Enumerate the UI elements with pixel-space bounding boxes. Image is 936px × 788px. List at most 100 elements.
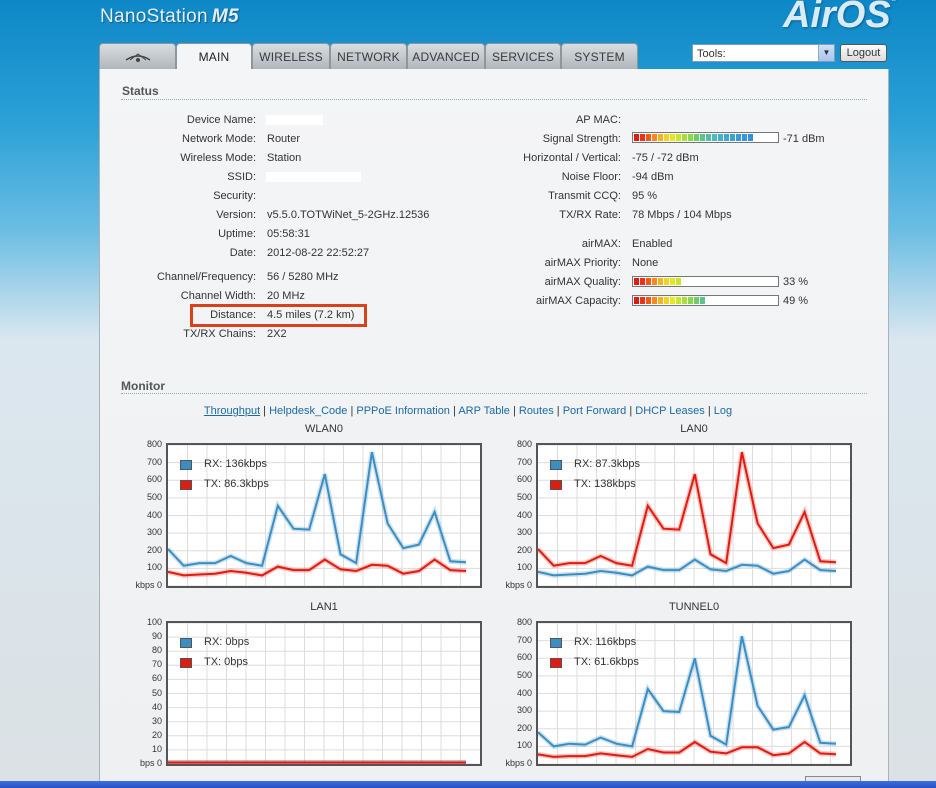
monitor-title: Monitor: [121, 379, 165, 393]
meter-segment: [646, 297, 651, 304]
signal-strength-bar: [632, 132, 779, 143]
tab-ubnt-logo[interactable]: [99, 43, 176, 70]
legend-swatch: [550, 638, 562, 648]
airmax-capacity-label: airMAX Capacity:: [536, 295, 621, 307]
legend-swatch: [550, 480, 562, 490]
meter-segment: [646, 278, 651, 285]
meter-segment: [670, 297, 675, 304]
y-tick-label: 800: [146, 439, 162, 449]
y-tick-label: kbps 0: [135, 580, 162, 590]
status-title: Status: [122, 84, 159, 98]
link-pppoe-information[interactable]: PPPoE Information: [356, 405, 450, 417]
tab-wireless[interactable]: WIRELESS: [252, 43, 330, 70]
chart-wlan0: [166, 443, 482, 588]
meter-segment: [694, 297, 699, 304]
tab-main[interactable]: MAIN: [176, 43, 252, 71]
meter-segment: [670, 278, 675, 285]
meter-segment: [712, 134, 717, 141]
y-tick-label: 40: [151, 701, 162, 712]
chart-lan1-title: LAN1: [310, 601, 338, 613]
meter-segment: [676, 278, 681, 285]
channel-frequency-value: 56 / 5280 MHz: [267, 271, 339, 283]
meter-segment: [694, 134, 699, 141]
legend-tx: TX: 138kbps: [550, 478, 660, 492]
channel-width-label: Channel Width:: [180, 290, 256, 302]
airmax-label: airMAX:: [581, 238, 621, 250]
tab-main-label: MAIN: [198, 50, 230, 64]
meter-segment: [670, 134, 675, 141]
meter-segment: [646, 134, 651, 141]
y-tick-label: 20: [151, 729, 162, 740]
tools-select-value: Tools:: [697, 48, 726, 60]
logout-button[interactable]: Logout: [840, 44, 887, 62]
txrx-chains-label: TX/RX Chains:: [183, 328, 256, 340]
device-name-value: [266, 115, 323, 125]
y-tick-label: 300: [146, 527, 162, 538]
y-tick-label: 200: [516, 722, 532, 733]
series-rx-line: [168, 451, 467, 567]
legend-tx: TX: 61.6kbps: [550, 656, 660, 670]
tab-network-label: NETWORK: [337, 50, 400, 64]
link-port-forward[interactable]: Port Forward: [562, 405, 627, 417]
series-tx-line: [168, 558, 467, 577]
meter-segment: [700, 297, 705, 304]
tab-system[interactable]: SYSTEM: [561, 43, 638, 70]
y-tick-label: 300: [516, 527, 532, 538]
airmax-priority-label: airMAX Priority:: [544, 257, 621, 269]
tab-services[interactable]: SERVICES: [485, 43, 561, 70]
y-tick-label: 400: [146, 509, 162, 520]
y-tick-label: 100: [146, 617, 162, 627]
link-helpdesk-code[interactable]: Helpdesk_Code: [269, 405, 348, 417]
meter-segment: [706, 134, 711, 141]
airmax-value: Enabled: [632, 238, 673, 250]
tab-advanced-label: ADVANCED: [412, 50, 480, 64]
tab-advanced[interactable]: ADVANCED: [407, 43, 485, 70]
y-tick-label: bps 0: [139, 758, 162, 768]
meter-segment: [700, 134, 705, 141]
link-dhcp-leases[interactable]: DHCP Leases: [635, 405, 705, 417]
legend-tx: TX: 0bps: [180, 656, 290, 670]
status-divider: [121, 99, 867, 100]
meter-segment: [736, 134, 741, 141]
meter-segment: [664, 297, 669, 304]
y-tick-label: 600: [516, 652, 532, 663]
y-tick-label: 400: [516, 687, 532, 698]
meter-segment: [640, 297, 645, 304]
y-tick-label: 500: [516, 491, 532, 502]
transmit-ccq-value: 95 %: [632, 190, 658, 202]
wireless-mode-value: Station: [267, 152, 302, 164]
chart-lan1: [166, 621, 482, 766]
series-rx-line: [538, 558, 837, 577]
txrx-chains-value: 2X2: [267, 328, 287, 340]
series-rx-line: [538, 635, 837, 748]
legend-swatch: [180, 460, 192, 470]
legend-rx: RX: 87.3kbps: [550, 458, 660, 472]
series-tx-line: [538, 740, 837, 758]
tools-select[interactable]: Tools: ▼: [692, 44, 835, 62]
y-tick-label: 90: [151, 631, 162, 642]
product-name: NanoStation: [100, 6, 208, 27]
channel-frequency-label: Channel/Frequency:: [156, 271, 256, 283]
y-tick-label: 500: [146, 491, 162, 502]
y-tick-label: kbps 0: [505, 758, 532, 768]
chart-lan0-plot: [538, 445, 850, 586]
link-log[interactable]: Log: [713, 405, 733, 417]
legend-swatch: [550, 658, 562, 668]
wireless-mode-label: Wireless Mode:: [180, 152, 256, 164]
chevron-down-icon[interactable]: ▼: [818, 45, 834, 61]
link-arp-table[interactable]: ARP Table: [458, 405, 510, 417]
y-tick-label: 10: [151, 743, 162, 754]
legend-label: RX: 116kbps: [574, 636, 637, 648]
series-tx-line: [538, 451, 837, 567]
meter-segment: [652, 134, 657, 141]
legend-label: TX: 61.6kbps: [574, 656, 639, 668]
link-routes[interactable]: Routes: [518, 405, 554, 417]
airmax-capacity-bar: [632, 295, 779, 306]
network-mode-label: Network Mode:: [182, 133, 256, 145]
ubiquiti-logo-icon: [125, 53, 150, 62]
meter-segment: [742, 134, 747, 141]
link-throughput[interactable]: Throughput: [203, 405, 261, 417]
signal-strength-label: Signal Strength:: [542, 133, 621, 145]
tab-services-label: SERVICES: [491, 50, 555, 64]
tab-network[interactable]: NETWORK: [330, 43, 407, 70]
